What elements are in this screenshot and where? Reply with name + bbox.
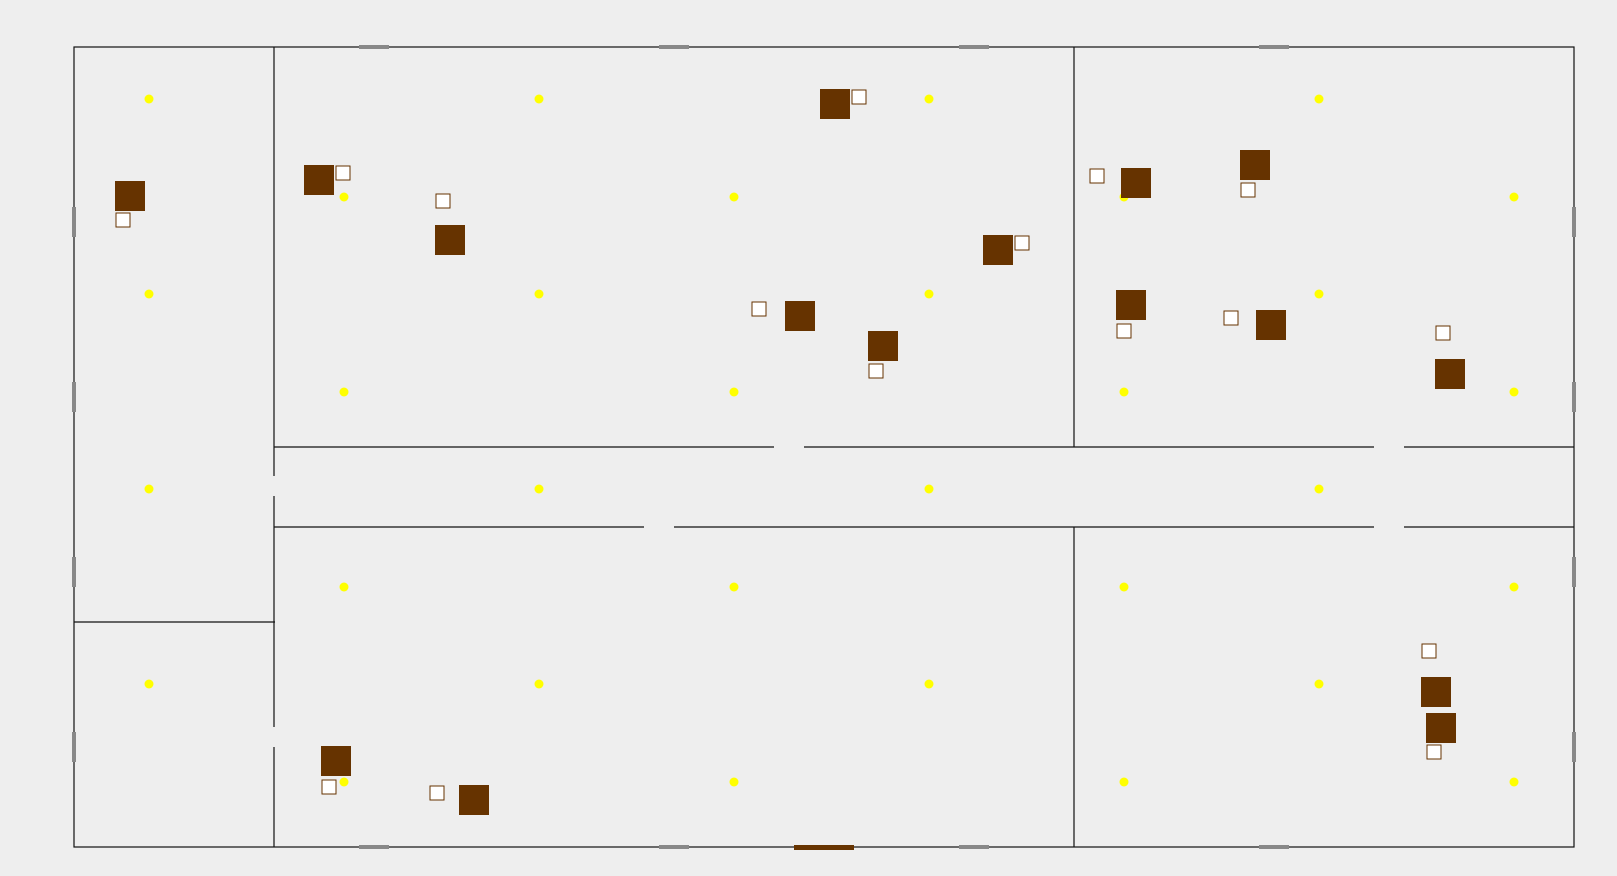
light-icon xyxy=(1119,777,1129,787)
chair xyxy=(1421,643,1437,659)
light-icon xyxy=(339,192,349,202)
light-icon xyxy=(924,484,934,494)
window xyxy=(959,45,989,49)
window xyxy=(659,45,689,49)
light-icon xyxy=(729,582,739,592)
desk xyxy=(1121,168,1151,198)
desk xyxy=(1256,310,1286,340)
window xyxy=(959,845,989,849)
desks xyxy=(115,89,1465,815)
light-icon xyxy=(339,387,349,397)
desk xyxy=(785,301,815,331)
desk xyxy=(868,331,898,361)
window xyxy=(1572,557,1576,587)
light-icon xyxy=(1314,679,1324,689)
chair xyxy=(1426,744,1442,760)
window xyxy=(1572,382,1576,412)
light-icon xyxy=(1314,289,1324,299)
light-icon xyxy=(144,679,154,689)
desk xyxy=(321,746,351,776)
desk xyxy=(983,235,1013,265)
chair xyxy=(1240,182,1256,198)
chair xyxy=(1116,323,1132,339)
light-icon xyxy=(1509,387,1519,397)
window xyxy=(359,45,389,49)
desk xyxy=(1426,713,1456,743)
desk xyxy=(820,89,850,119)
light-icon xyxy=(534,679,544,689)
window xyxy=(1259,845,1289,849)
window xyxy=(72,382,76,412)
desk xyxy=(115,181,145,211)
chair xyxy=(321,779,337,795)
chairs xyxy=(115,89,1451,801)
light-icon xyxy=(1509,777,1519,787)
window xyxy=(72,732,76,762)
chair xyxy=(1014,235,1030,251)
window xyxy=(659,845,689,849)
chair xyxy=(868,363,884,379)
light-icon xyxy=(924,679,934,689)
windows xyxy=(72,45,1576,849)
light-icon xyxy=(144,94,154,104)
chair xyxy=(435,193,451,209)
light-icon xyxy=(339,777,349,787)
light-icon xyxy=(339,582,349,592)
desk xyxy=(459,785,489,815)
chair xyxy=(429,785,445,801)
light-icon xyxy=(729,777,739,787)
window xyxy=(1572,732,1576,762)
window xyxy=(1572,207,1576,237)
light-icon xyxy=(144,484,154,494)
chair xyxy=(751,301,767,317)
light-icon xyxy=(1509,192,1519,202)
chair xyxy=(1223,310,1239,326)
desk xyxy=(1116,290,1146,320)
window xyxy=(1259,45,1289,49)
light-icon xyxy=(144,289,154,299)
window xyxy=(72,557,76,587)
light-icon xyxy=(1314,94,1324,104)
light-icon xyxy=(729,192,739,202)
light-icon xyxy=(534,94,544,104)
ceiling-lights xyxy=(144,94,1519,787)
desk xyxy=(304,165,334,195)
light-icon xyxy=(729,387,739,397)
window xyxy=(72,207,76,237)
light-icon xyxy=(1119,387,1129,397)
light-icon xyxy=(924,94,934,104)
light-icon xyxy=(1509,582,1519,592)
desk xyxy=(1240,150,1270,180)
light-icon xyxy=(924,289,934,299)
chair xyxy=(1435,325,1451,341)
light-icon xyxy=(1119,582,1129,592)
chair xyxy=(335,165,351,181)
desk xyxy=(1421,677,1451,707)
light-icon xyxy=(534,289,544,299)
desk xyxy=(435,225,465,255)
entrance-door xyxy=(794,845,854,850)
light-icon xyxy=(534,484,544,494)
chair xyxy=(115,212,131,228)
light-icon xyxy=(1314,484,1324,494)
chair xyxy=(851,89,867,105)
desk xyxy=(1435,359,1465,389)
window xyxy=(359,845,389,849)
chair xyxy=(1089,168,1105,184)
